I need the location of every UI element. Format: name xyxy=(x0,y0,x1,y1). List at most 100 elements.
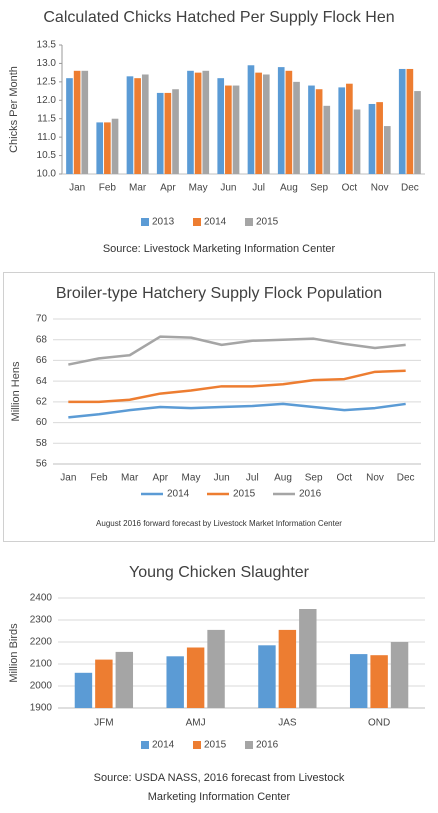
bar xyxy=(81,70,89,174)
source-box: Source: Livestock Marketing Information … xyxy=(102,243,336,255)
bar xyxy=(202,70,210,174)
chart-panel: Calculated Chicks Hatched Per Supply Flo… xyxy=(0,0,438,265)
y-tick-label: 11.0 xyxy=(37,132,56,143)
chart-panel: Young Chicken Slaughter Million Birds 1900… xyxy=(0,548,438,813)
x-tick-label: Jul xyxy=(252,183,265,194)
y-tick-label: 10.5 xyxy=(37,150,57,161)
bar xyxy=(255,72,262,174)
y-tick-label: 13.5 xyxy=(37,40,57,51)
bar xyxy=(247,65,255,174)
legend-label: 2016 xyxy=(299,489,322,500)
source-box: Source: USDA NASS, 2016 forecast from Li… xyxy=(93,772,345,803)
chart: Calculated Chicks Hatched Per Supply Flo… xyxy=(8,9,425,255)
bar xyxy=(115,651,134,708)
bar xyxy=(232,85,240,174)
legend-swatch xyxy=(193,218,201,226)
bar xyxy=(186,647,205,708)
y-tick-label: 11.5 xyxy=(37,113,56,124)
x-tick-label: May xyxy=(189,183,208,194)
bar xyxy=(172,89,179,174)
x-tick-label: Mar xyxy=(121,473,139,484)
bar xyxy=(96,122,104,174)
legend-swatch xyxy=(141,218,149,226)
bar xyxy=(308,85,315,174)
y-tick-label: 2400 xyxy=(30,593,53,604)
y-tick-label: 2300 xyxy=(30,615,53,626)
bar xyxy=(368,103,376,174)
x-tick-label: Aug xyxy=(280,183,298,194)
bar xyxy=(166,656,184,708)
x-tick-label: Nov xyxy=(371,183,389,194)
x-tick-label: Sep xyxy=(310,183,328,194)
chart: Broiler-type Hatchery Supply Flock Popul… xyxy=(10,285,421,528)
chart-title: Broiler-type Hatchery Supply Flock Popul… xyxy=(56,285,382,302)
bar xyxy=(156,92,164,174)
bar xyxy=(376,102,383,174)
bar xyxy=(134,78,141,174)
x-tick-label: Jan xyxy=(60,473,76,484)
bar xyxy=(194,72,202,174)
y-tick-label: 60 xyxy=(36,417,48,428)
bar xyxy=(187,70,194,174)
line xyxy=(68,369,406,404)
bar xyxy=(406,68,414,174)
bar xyxy=(141,74,149,174)
line xyxy=(68,402,406,419)
chart-panel: Broiler-type Hatchery Supply Flock Popul… xyxy=(3,272,435,542)
legend-swatch xyxy=(193,741,201,749)
legend-label: 2015 xyxy=(204,740,227,751)
legend-swatch xyxy=(245,218,253,226)
y-tick-label: 66 xyxy=(36,355,48,366)
bar xyxy=(73,70,81,174)
legend-label: 2014 xyxy=(152,740,175,751)
bar xyxy=(111,118,119,174)
x-tick-label: Sep xyxy=(305,473,323,484)
x-tick-label: Apr xyxy=(160,183,176,194)
y-tick-label: 58 xyxy=(36,438,48,449)
legend-label: 2014 xyxy=(167,489,190,500)
bar xyxy=(225,85,232,174)
legend-label: 2016 xyxy=(256,740,279,751)
x-tick-label: Jan xyxy=(69,183,85,194)
legend-swatch xyxy=(141,741,149,749)
x-tick-label: JAS xyxy=(278,718,297,729)
source-note: Source: USDA NASS, 2016 forecast from Li… xyxy=(93,772,345,803)
y-tick-label: 12.0 xyxy=(37,95,57,106)
x-tick-label: Feb xyxy=(90,473,108,484)
y-tick-label: 1900 xyxy=(30,703,53,714)
bar xyxy=(299,609,317,708)
y-tick-label: 70 xyxy=(36,314,48,325)
bar xyxy=(207,629,225,708)
chart-title: Young Chicken Slaughter xyxy=(129,564,310,581)
x-tick-label: Dec xyxy=(401,183,419,194)
y-axis-label: Chicks Per Month xyxy=(8,66,20,153)
bar xyxy=(126,76,134,174)
x-tick-label: Jun xyxy=(214,473,230,484)
bar xyxy=(390,642,409,708)
source-note: August 2016 forward forecast by Livestoc… xyxy=(96,519,342,528)
chart-title: Calculated Chicks Hatched Per Supply Flo… xyxy=(43,9,394,26)
x-tick-label: Mar xyxy=(129,183,147,194)
legend-swatch xyxy=(245,741,253,749)
x-tick-label: Oct xyxy=(342,183,358,194)
bar xyxy=(370,655,388,708)
bar xyxy=(164,92,172,174)
x-tick-label: Oct xyxy=(337,473,353,484)
bar xyxy=(217,78,225,174)
bar xyxy=(74,672,93,708)
y-tick-label: 2200 xyxy=(30,637,53,648)
y-tick-label: 2000 xyxy=(30,681,53,692)
y-tick-label: 2100 xyxy=(30,659,53,670)
x-tick-label: Nov xyxy=(366,473,384,484)
bar xyxy=(338,87,346,174)
chart: Young Chicken Slaughter Million Birds 1900… xyxy=(8,564,425,803)
y-axis-label: Million Hens xyxy=(10,361,22,421)
source-note: Source: Livestock Marketing Information … xyxy=(102,243,336,255)
bar xyxy=(262,74,270,174)
bar xyxy=(278,629,297,708)
bar xyxy=(277,67,285,174)
y-tick-label: 10.0 xyxy=(37,169,57,180)
legend-label: 2013 xyxy=(152,217,175,228)
x-tick-label: JFM xyxy=(94,718,113,729)
